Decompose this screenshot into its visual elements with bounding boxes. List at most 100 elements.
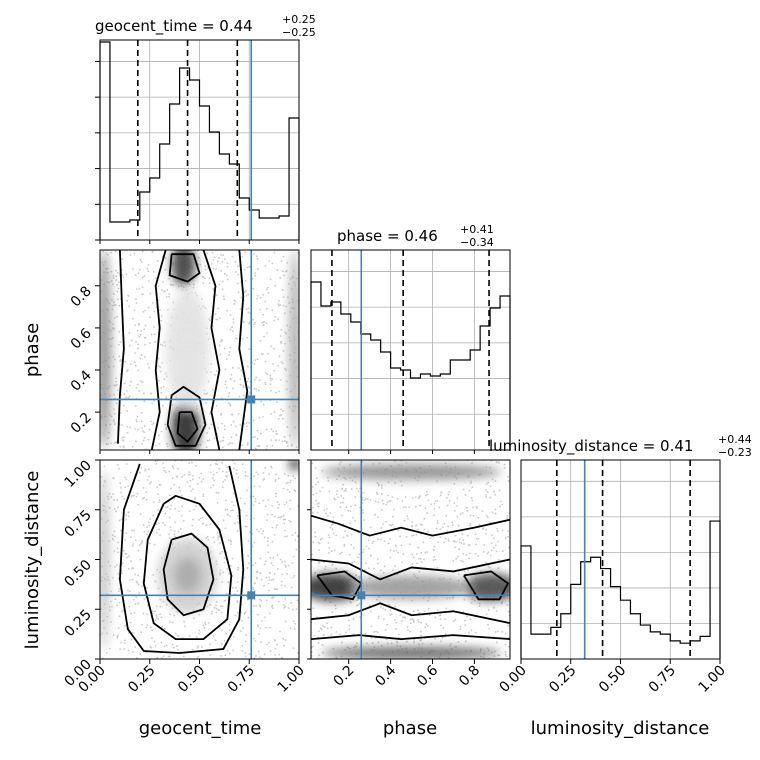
scatter-point [465,554,468,556]
scatter-point [235,425,237,428]
scatter-point [252,637,255,640]
scatter-point [278,390,281,393]
scatter-point [142,612,145,615]
scatter-point [135,596,138,598]
scatter-point [415,533,418,536]
scatter-point [312,506,314,509]
scatter-point [237,412,240,415]
scatter-point [215,463,217,465]
x-axis-label-geocent-time: geocent_time [139,718,262,739]
scatter-point [115,269,117,272]
scatter-point [264,383,267,386]
scatter-point [228,629,231,632]
scatter-point [341,487,343,490]
scatter-point [212,473,215,476]
scatter-point [472,506,475,509]
scatter-point [177,467,179,470]
scatter-point [137,574,140,577]
scatter-point [140,631,142,633]
scatter-point [381,509,383,511]
contour-3 [311,634,510,641]
scatter-point [152,501,155,504]
scatter-point [146,267,149,270]
scatter-point [168,470,171,473]
scatter-point [314,535,317,538]
scatter-point [194,498,196,501]
scatter-point [326,622,328,625]
scatter-point [349,600,352,603]
scatter-point [280,260,283,262]
scatter-point [404,496,407,498]
scatter-point [115,383,118,386]
scatter-point [317,641,320,644]
scatter-point [228,652,231,655]
scatter-point [292,576,295,579]
scatter-point [146,526,149,529]
scatter-point [266,540,269,542]
scatter-point [454,546,456,549]
scatter-point [273,533,276,536]
scatter-point [288,405,291,408]
scatter-point [199,517,202,520]
scatter-point [219,569,222,572]
scatter-point [489,566,492,569]
scatter-point [119,648,122,651]
scatter-point [319,627,322,630]
scatter-point [217,426,219,429]
scatter-point [227,395,230,398]
scatter-point [382,571,385,574]
scatter-point [118,468,120,470]
scatter-point [188,462,191,465]
scatter-point [389,549,392,551]
scatter-point [217,492,220,494]
scatter-point [254,640,257,642]
scatter-point [456,497,459,500]
scatter-point [119,360,122,362]
scatter-point [332,519,335,522]
scatter-point [454,645,457,648]
scatter-point [470,480,473,483]
scatter-point [165,644,168,647]
scatter-point [125,518,128,521]
scatter-point [284,620,287,623]
scatter-point [232,318,235,321]
frame-phase-luminosity_distance [310,459,511,660]
scatter-point [112,365,115,368]
scatter-point [231,330,234,333]
scatter-point [269,571,271,574]
scatter-point [354,481,357,483]
scatter-point [130,612,132,615]
scatter-point [253,517,256,520]
scatter-point [335,493,338,496]
scatter-point [114,358,116,361]
contour-1 [311,558,510,581]
scatter-point [171,477,174,480]
scatter-point [293,628,296,630]
scatter-point [286,262,289,264]
scatter-point [231,557,234,560]
scatter-point [451,597,454,600]
scatter-point [466,509,469,512]
scatter-point [243,291,246,294]
scatter-point [169,526,172,529]
scatter-point [439,528,442,530]
scatter-point [124,360,127,363]
scatter-point [281,656,283,659]
scatter-point [221,288,224,291]
scatter-point [228,354,231,356]
scatter-point [243,613,246,615]
scatter-point [292,555,295,558]
y-tick-label-luminosity_distance-3: 0.75 [61,507,94,540]
scatter-point [225,274,228,277]
scatter-point [314,531,316,534]
scatter-point [114,535,116,538]
scatter-point [427,499,430,502]
scatter-point [455,557,458,560]
scatter-point [314,467,317,469]
scatter-point [396,644,399,647]
scatter-point [232,321,235,324]
scatter-point [436,499,439,502]
scatter-point [236,581,239,583]
scatter-point [265,288,268,291]
scatter-point [506,604,509,606]
